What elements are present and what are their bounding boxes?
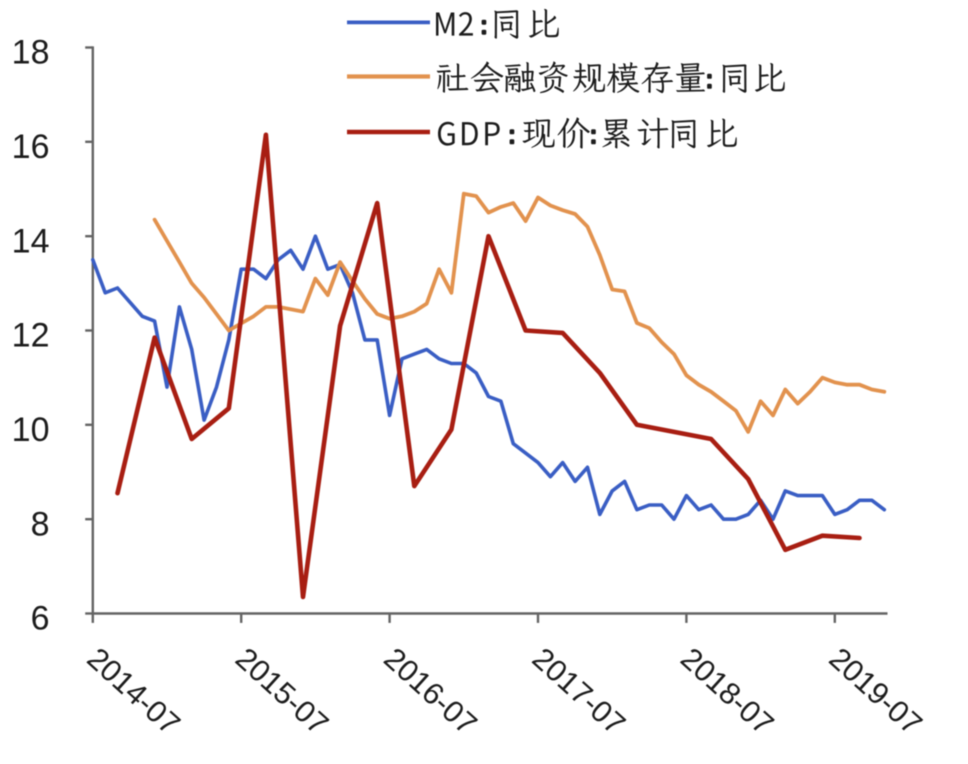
svg-text:14: 14 [12, 222, 50, 260]
svg-text:6: 6 [31, 600, 50, 638]
svg-text:18: 18 [12, 34, 50, 72]
svg-text:10: 10 [12, 411, 50, 449]
svg-text:12: 12 [12, 317, 50, 355]
svg-text:16: 16 [12, 128, 50, 166]
svg-text:8: 8 [31, 505, 50, 543]
